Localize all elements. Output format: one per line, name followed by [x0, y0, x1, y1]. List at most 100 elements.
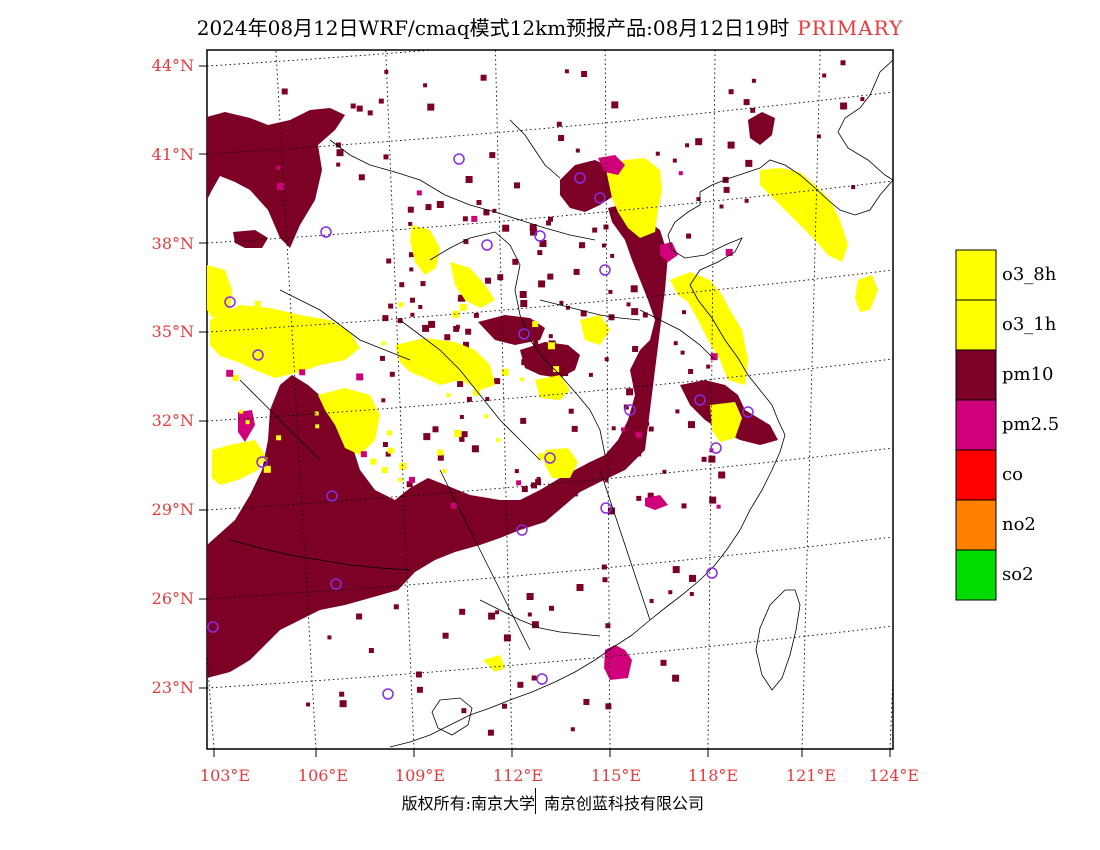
pm10-cell [408, 252, 414, 258]
pm10-cell [423, 83, 428, 88]
pm10-cell [573, 492, 578, 497]
pm10-cell [840, 60, 846, 66]
lat-label-23: 23°N [151, 678, 194, 697]
o3-cell [239, 409, 244, 414]
station-marker-20 [330, 578, 342, 590]
pm10-cell [751, 78, 756, 83]
pm10-cell [349, 581, 354, 586]
pm10-cell [571, 425, 578, 432]
pm10-cell [580, 310, 587, 317]
station-marker-24 [706, 567, 718, 579]
pm10-cell [840, 102, 848, 110]
pm10-cell [695, 138, 703, 146]
pm10-cell [601, 564, 607, 570]
station-marker-18 [516, 524, 528, 536]
station-marker-14 [256, 456, 268, 468]
pm10-cell [744, 198, 749, 203]
pm10-cell [533, 340, 539, 346]
pm10-cell [660, 659, 667, 666]
pm10-cell [408, 221, 413, 226]
o3-region-west-c [212, 440, 265, 485]
pm10-cell [816, 134, 821, 139]
o3-region-hunan [545, 448, 578, 478]
pm10-cell [453, 325, 460, 332]
pm10-cell [465, 328, 472, 335]
pm10-cell [473, 312, 479, 318]
o3-cell [442, 469, 447, 473]
pm10-cell [497, 274, 504, 281]
pm10-cell [418, 305, 423, 309]
pm25-cell [416, 190, 422, 196]
province-border-h [229, 539, 411, 571]
o3-region-sichuan-north [318, 388, 380, 455]
pm10-cell [688, 421, 695, 429]
o3-cell [473, 388, 480, 396]
pm10-cell [611, 426, 616, 431]
legend-label-no2: no2 [1002, 514, 1036, 535]
pm10-cell [706, 364, 711, 369]
province-border-l [479, 599, 601, 637]
pm10-cell [461, 708, 467, 714]
pm25-region-hebei [660, 242, 678, 262]
pm10-cell [570, 355, 575, 360]
footer-copyright: 版权所有:南京大学 [401, 794, 535, 813]
pm10-cell [471, 445, 479, 453]
legend-label-pm25: pm2.5 [1002, 414, 1060, 435]
pm10-cell [547, 273, 554, 280]
parallel-line-0 [207, 50, 438, 67]
o3-cell [315, 424, 320, 429]
pm10-cell [566, 305, 570, 310]
legend-swatch-o3_8h [955, 249, 997, 301]
o3-region-jiangxi-east [710, 402, 742, 442]
legend-label-o3-8h: o3_8h [1002, 264, 1057, 285]
pm10-cell [718, 471, 726, 479]
pm10-cell [367, 110, 373, 116]
pm25-cell [725, 248, 733, 256]
pm10-cell [822, 73, 827, 78]
pm10-cell [386, 258, 392, 264]
o3-cell [399, 462, 407, 470]
lat-label-35: 35°N [151, 322, 194, 341]
pm10-cell [535, 479, 542, 486]
o3-cell [501, 368, 509, 376]
pm25-cell [356, 373, 364, 381]
o3-region-shandong [670, 272, 748, 385]
o3-cell [437, 449, 444, 456]
pm10-cell [350, 103, 356, 109]
meridian-line-5 [707, 50, 716, 749]
pm10-cell [382, 315, 389, 322]
pm10-cell [336, 162, 341, 167]
pm10-cell [519, 291, 527, 298]
o3-cell [314, 411, 319, 416]
legend-swatch-co [955, 449, 997, 501]
pm10-cell [727, 141, 735, 149]
pm10-cell [662, 257, 668, 263]
pm10-cell [480, 74, 487, 81]
pm10-cell [655, 151, 660, 156]
pm10-cell [422, 324, 430, 332]
pm10-cell [382, 442, 388, 447]
pm10-cell [437, 454, 444, 461]
o3-region-shaanxi [410, 225, 440, 275]
meridian-line-2 [385, 50, 415, 749]
pm10-cell [635, 450, 642, 457]
o3-cell [553, 366, 560, 373]
pm10-cell [407, 496, 412, 501]
o3-cell [236, 346, 243, 354]
o3-cell [452, 310, 460, 318]
pm10-cell [512, 258, 519, 265]
lon-label-115: 115°E [590, 766, 642, 785]
hainan-outline [431, 697, 473, 736]
pm10-cell [568, 408, 574, 414]
o3-region-beijing [605, 158, 662, 238]
pm10-cell [548, 216, 553, 222]
o3-cell [253, 339, 258, 344]
legend-swatch-pm10 [955, 349, 997, 401]
pm10-cell [672, 674, 680, 682]
pm10-cell [415, 671, 422, 678]
pm10-cell [466, 396, 472, 402]
pm10-cell [301, 600, 309, 608]
legend-swatch-pm2_5 [955, 399, 997, 451]
pm10-cell [393, 604, 399, 610]
